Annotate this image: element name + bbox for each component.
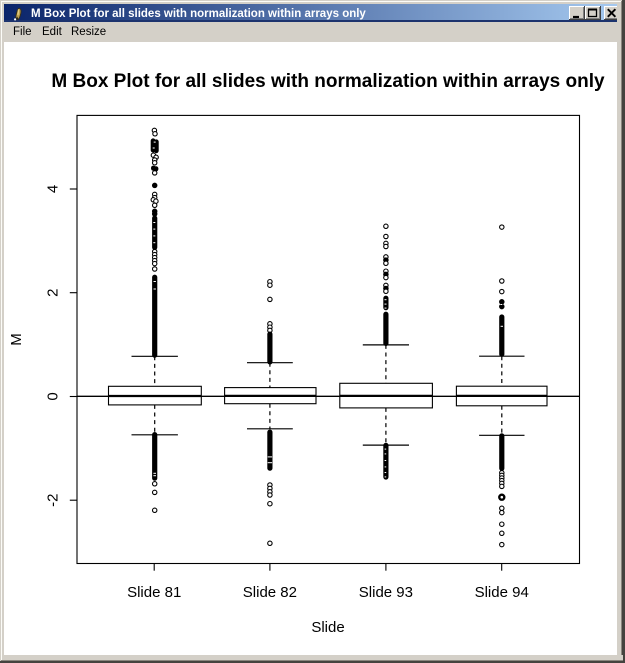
svg-text:Slide 94: Slide 94 — [475, 584, 529, 601]
svg-text:Slide 93: Slide 93 — [359, 584, 413, 601]
svg-text:4: 4 — [45, 185, 62, 193]
svg-text:Slide 82: Slide 82 — [243, 584, 297, 601]
svg-text:Slide 81: Slide 81 — [127, 584, 181, 601]
svg-text:2: 2 — [45, 289, 62, 297]
svg-text:0: 0 — [45, 392, 62, 400]
svg-text:-2: -2 — [45, 494, 62, 507]
